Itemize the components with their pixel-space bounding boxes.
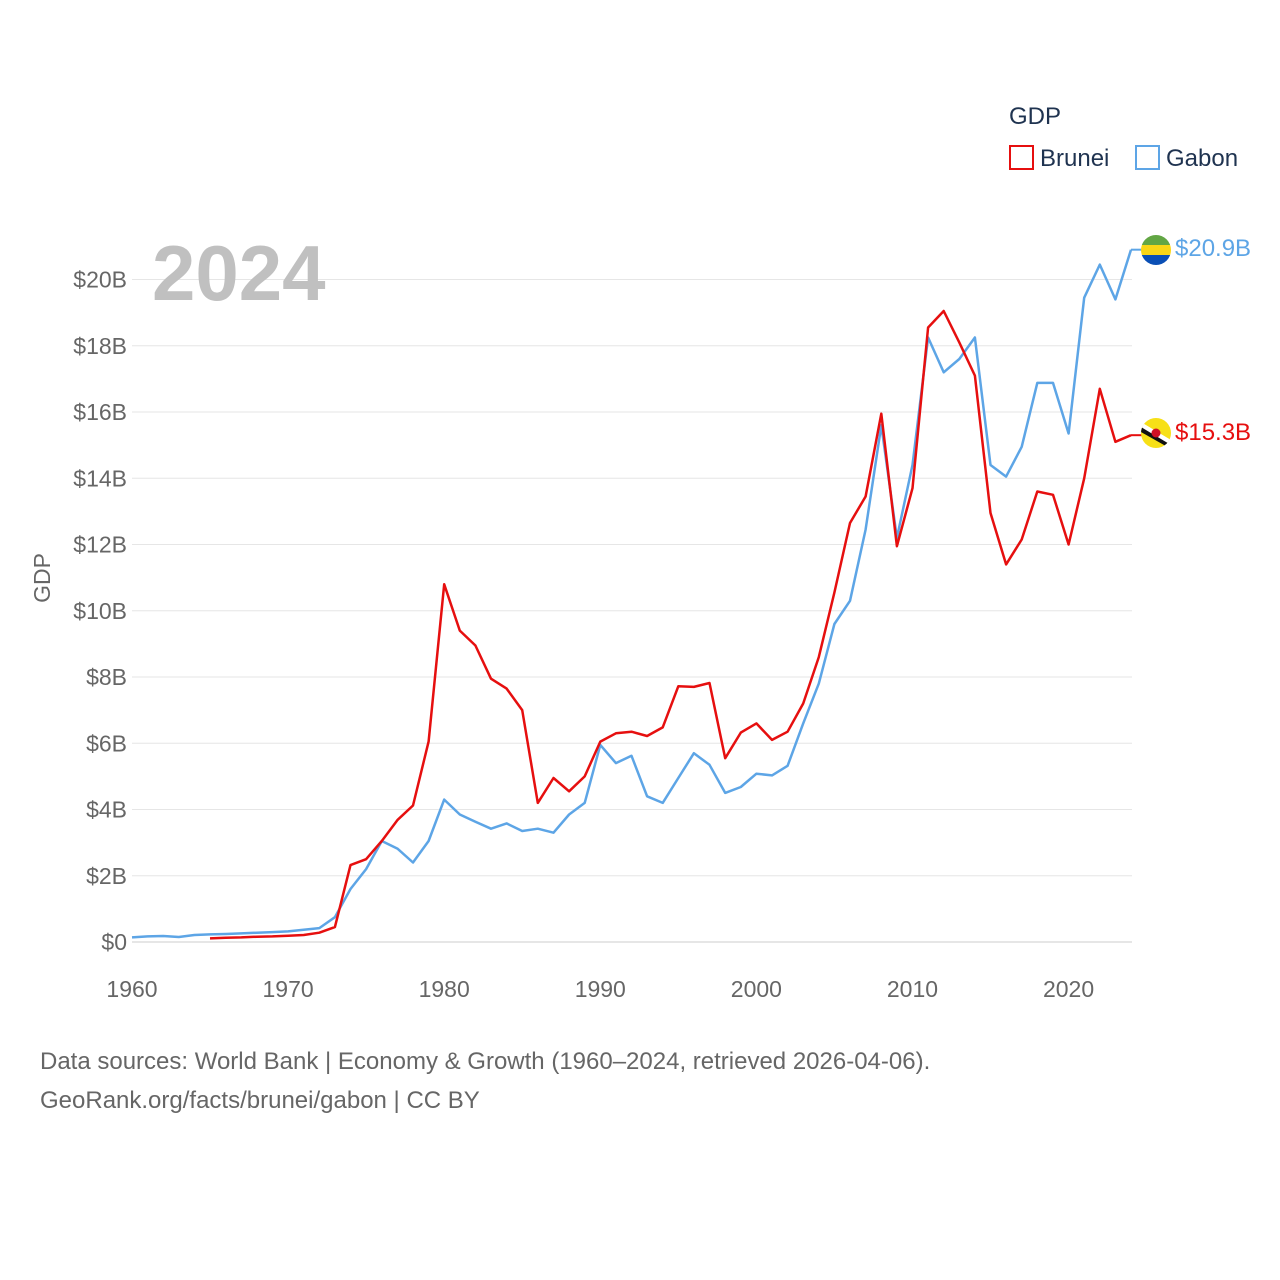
series-line-gabon[interactable] <box>131 249 1133 939</box>
x-tick-label: 1970 <box>263 976 314 1002</box>
legend-label-gabon: Gabon <box>1166 145 1238 172</box>
y-tick-label: $4B <box>86 797 127 823</box>
legend-swatch-brunei <box>1009 145 1034 170</box>
y-tick-label: $16B <box>73 399 127 425</box>
series-lines <box>131 248 1142 940</box>
gridlines <box>132 279 1132 943</box>
y-tick-label: $18B <box>73 333 127 359</box>
legend-swatch-gabon <box>1135 145 1160 170</box>
x-tick-label: 2000 <box>731 976 782 1002</box>
y-tick-label: $6B <box>86 730 127 756</box>
x-tick-label: 1980 <box>419 976 470 1002</box>
year-label: 2024 <box>152 229 326 317</box>
gabon-flag-icon <box>1141 235 1171 265</box>
x-axis-ticks: 1960 1970 1980 1990 2000 2010 2020 <box>106 976 1094 1002</box>
y-axis-ticks: $0 $2B $4B $6B $8B $10B $12B $14B $16B $18B $20B <box>73 267 127 956</box>
source-line-1: Data sources: World Bank | Economy & Gro… <box>40 1048 930 1075</box>
legend-item-gabon[interactable]: Gabon <box>1135 145 1238 172</box>
y-tick-label: $2B <box>86 863 127 889</box>
y-axis-label: GDP <box>29 553 55 603</box>
brunei-flag-icon <box>1141 418 1171 448</box>
series-line-brunei[interactable] <box>209 309 1132 940</box>
legend[interactable]: GDP Brunei Gabon <box>1009 103 1238 172</box>
y-tick-label: $14B <box>73 465 127 491</box>
y-tick-label: $10B <box>73 598 127 624</box>
legend-item-brunei[interactable]: Brunei <box>1009 145 1109 172</box>
x-tick-label: 2020 <box>1043 976 1094 1002</box>
y-tick-label: $12B <box>73 532 127 558</box>
source-attribution-link[interactable]: GeoRank.org/facts/brunei/gabon | CC BY <box>40 1087 480 1114</box>
x-tick-label: 1990 <box>575 976 626 1002</box>
y-tick-label: $0 <box>101 929 127 955</box>
brunei-end-label: $15.3B <box>1175 419 1251 446</box>
legend-title: GDP <box>1009 103 1061 130</box>
gabon-end-label: $20.9B <box>1175 235 1251 262</box>
y-tick-label: $8B <box>86 664 127 690</box>
x-tick-label: 2010 <box>887 976 938 1002</box>
legend-label-brunei: Brunei <box>1040 145 1109 172</box>
x-tick-label: 1960 <box>106 976 157 1002</box>
y-tick-label: $20B <box>73 267 127 293</box>
